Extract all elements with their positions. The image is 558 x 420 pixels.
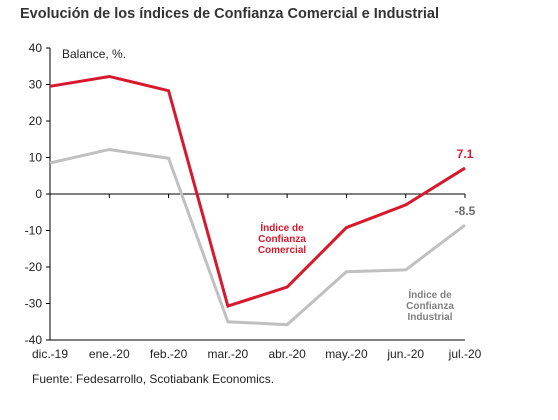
data-label-end: -8.5 xyxy=(455,204,476,218)
y-tick-label: 0 xyxy=(35,187,42,201)
data-label-end: 7.1 xyxy=(457,147,474,161)
y-tick-label: 20 xyxy=(29,114,43,128)
source-note: Fuente: Fedesarrollo, Scotiabank Economi… xyxy=(32,372,275,386)
series-annotation-line: Confianza xyxy=(258,234,306,245)
y-tick-label: 40 xyxy=(29,41,43,55)
x-tick-label: dic.-19 xyxy=(32,347,68,361)
x-tick-label: mar.-20 xyxy=(208,347,249,361)
x-tick-label: ene.-20 xyxy=(89,347,130,361)
y-tick-label: -40 xyxy=(25,333,43,347)
x-tick-label: may.-20 xyxy=(325,347,368,361)
y-tick-label: 10 xyxy=(29,151,43,165)
y-axis-label: Balance, %. xyxy=(62,47,126,61)
x-tick-label: jun.-20 xyxy=(386,347,424,361)
y-tick-label: -10 xyxy=(25,224,43,238)
series-annotation-line: Índice de xyxy=(408,288,452,301)
series-annotation-line: Índice de xyxy=(260,221,304,234)
series-annotation-line: Industrial xyxy=(407,312,452,323)
y-tick-label: 30 xyxy=(29,78,43,92)
series-line-comercial xyxy=(49,74,466,308)
y-tick-label: -30 xyxy=(25,297,43,311)
series-line-industrial xyxy=(49,147,466,327)
y-tick-label: -20 xyxy=(25,260,43,274)
series-annotation-line: Comercial xyxy=(258,245,307,256)
series-annotation-line: Confianza xyxy=(406,301,454,312)
chart-title: Evolución de los índices de Confianza Co… xyxy=(20,6,439,22)
x-tick-label: feb.-20 xyxy=(150,347,188,361)
x-tick-label: abr.-20 xyxy=(268,347,306,361)
x-tick-label: jul.-20 xyxy=(448,347,482,361)
